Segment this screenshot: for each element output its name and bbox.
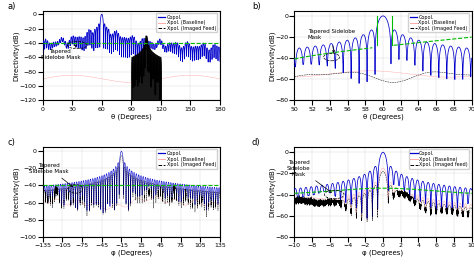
Text: Tapered
Sidelobe
Mask: Tapered Sidelobe Mask [287, 160, 331, 192]
Text: b): b) [252, 2, 260, 11]
Legend: Copol., Xpol. (Baseline), Xpol. (Imaged Feed): Copol., Xpol. (Baseline), Xpol. (Imaged … [408, 13, 469, 32]
Text: d): d) [252, 138, 260, 147]
Y-axis label: Directivity(dB): Directivity(dB) [268, 30, 275, 81]
Text: c): c) [7, 138, 15, 147]
Legend: Copol., Xpol. (Baseline), Xpol. (Imaged Feed): Copol., Xpol. (Baseline), Xpol. (Imaged … [156, 13, 218, 32]
Y-axis label: Directivity(dB): Directivity(dB) [13, 167, 19, 217]
X-axis label: θ (Degrees): θ (Degrees) [363, 113, 403, 119]
X-axis label: θ (Degrees): θ (Degrees) [111, 113, 152, 119]
Text: Tapered
Sidelobe Mask: Tapered Sidelobe Mask [29, 163, 73, 187]
Legend: Copol., Xpol. (Baseline), Xpol. (Imaged Feed): Copol., Xpol. (Baseline), Xpol. (Imaged … [156, 149, 218, 169]
Text: Tapered
Sidelobe Mask: Tapered Sidelobe Mask [41, 45, 80, 60]
Text: a): a) [7, 2, 16, 11]
Y-axis label: Directivity(dB): Directivity(dB) [13, 30, 19, 81]
Y-axis label: Directivity(dB): Directivity(dB) [268, 167, 275, 217]
Legend: Copol., Xpol. (Baseline), Xpol. (Imaged feed): Copol., Xpol. (Baseline), Xpol. (Imaged … [409, 149, 469, 169]
X-axis label: φ (Degrees): φ (Degrees) [363, 250, 403, 256]
X-axis label: φ (Degrees): φ (Degrees) [111, 250, 152, 256]
Text: Tapered Sidelobe
Mask: Tapered Sidelobe Mask [308, 29, 355, 52]
